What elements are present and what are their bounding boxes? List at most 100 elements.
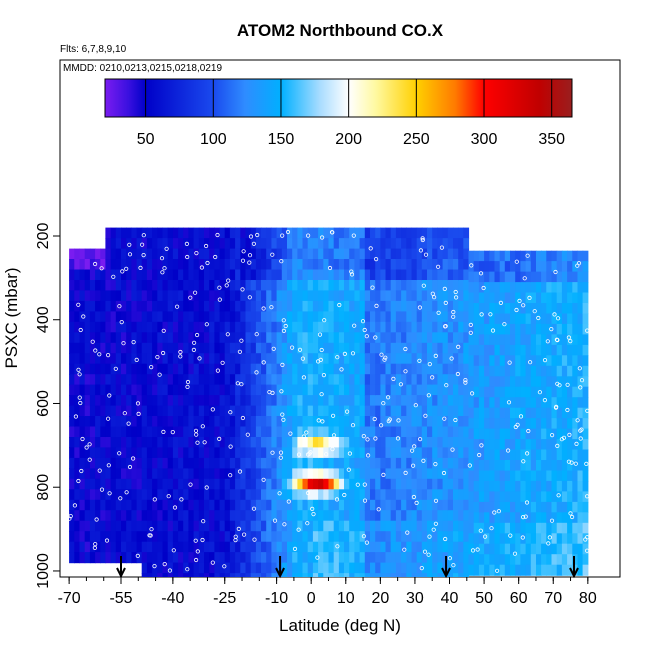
heatmap-cell-2640 (478, 271, 485, 283)
heatmap-cell-1852 (354, 478, 361, 490)
heatmap-cell-2860 (515, 303, 521, 315)
heatmap-cell-486 (146, 416, 153, 428)
heatmap-cell-2405 (437, 573, 444, 577)
heatmap-cell-2214 (411, 353, 418, 365)
heatmap-cell-2371 (432, 573, 438, 577)
heatmap-cell-39 (74, 342, 81, 354)
heatmap-cell-1475 (297, 447, 304, 459)
heatmap-cell-2032 (385, 227, 392, 239)
sample-point-258 (124, 490, 129, 495)
heatmap-cell-1525 (307, 259, 314, 271)
heatmap-cell-1921 (364, 489, 371, 501)
heatmap-cell-1563 (312, 300, 319, 312)
heatmap-cell-2166 (401, 562, 407, 574)
heatmap-cell-3071 (546, 564, 553, 576)
heatmap-cell-507 (152, 280, 158, 292)
heatmap-cell-1008 (224, 541, 231, 553)
heatmap-cell-2356 (432, 416, 438, 428)
heatmap-cell-1562 (312, 290, 319, 302)
heatmap-cell-2540 (458, 562, 464, 574)
heatmap-cell-1660 (328, 248, 335, 260)
heatmap-cell-1683 (328, 489, 335, 501)
heatmap-cell-688 (178, 395, 184, 407)
heatmap-cell-1321 (276, 259, 283, 271)
heatmap-cell-1928 (364, 562, 371, 574)
heatmap-cell-3023 (541, 386, 547, 398)
heatmap-cell-197 (100, 426, 107, 438)
heatmap-cell-374 (131, 269, 138, 281)
heatmap-cell-3036 (541, 522, 547, 534)
sample-point-409 (149, 364, 154, 370)
heatmap-cell-343 (126, 280, 132, 292)
sample-point-9 (410, 463, 416, 468)
heatmap-cell-2036 (385, 269, 392, 281)
heatmap-cell-2121 (395, 447, 402, 459)
heatmap-cell-714 (183, 311, 189, 323)
heatmap-cell-549 (157, 363, 164, 375)
heatmap-cell-226 (105, 395, 112, 407)
sample-point-250 (479, 312, 484, 317)
heatmap-cell-2900 (520, 397, 527, 409)
sample-point-154 (281, 318, 286, 323)
heatmap-cell-2892 (520, 313, 527, 325)
heatmap-cell-1471 (297, 405, 304, 417)
sample-point-357 (113, 366, 118, 371)
heatmap-cell-72 (79, 374, 86, 386)
heatmap-cell-2762 (499, 250, 506, 262)
heatmap-cell-345 (126, 300, 132, 312)
heatmap-cell-225 (105, 384, 112, 396)
heatmap-cell-198 (100, 437, 107, 449)
heatmap-cell-3173 (567, 334, 573, 346)
heatmap-cell-1404 (287, 416, 293, 428)
heatmap-cell-1972 (375, 311, 381, 323)
heatmap-cell-168 (95, 437, 101, 449)
heatmap-cell-1953 (370, 468, 376, 480)
heatmap-cell-2129 (395, 531, 402, 543)
heatmap-cell-885 (209, 321, 215, 333)
heatmap-cell-2878 (515, 491, 521, 503)
heatmap-cell-1966 (375, 248, 381, 260)
heatmap-cell-2981 (536, 271, 542, 283)
sample-point-161 (515, 422, 520, 427)
heatmap-cell-1307 (271, 468, 278, 480)
heatmap-cell-761 (188, 447, 195, 459)
heatmap-cell-1800 (349, 290, 355, 302)
heatmap-cell-2294 (421, 478, 428, 490)
heatmap-cell-1001 (224, 468, 231, 480)
heatmap-cell-942 (214, 562, 221, 574)
heatmap-cell-3105 (556, 271, 563, 283)
heatmap-cell-480 (146, 353, 153, 365)
heatmap-cell-2452 (447, 353, 454, 365)
heatmap-cell-1620 (318, 541, 324, 553)
heatmap-cell-2269 (416, 573, 423, 577)
heatmap-cell-2134 (401, 227, 407, 239)
sample-point-102 (349, 272, 355, 277)
heatmap-cell-2025 (380, 510, 387, 522)
heatmap-cell-2095 (390, 531, 397, 543)
heatmap-cell-795 (193, 447, 200, 459)
heatmap-cell-2727 (489, 533, 496, 545)
heatmap-cell-1436 (292, 395, 298, 407)
heatmap-cell-1842 (354, 374, 361, 386)
heatmap-cell-618 (167, 374, 174, 386)
heatmap-cell-598 (162, 520, 169, 532)
heatmap-cell-2307 (427, 259, 433, 271)
chart-title: ATOM2 Northbound CO.X (237, 21, 444, 40)
heatmap-cell-2303 (421, 573, 428, 577)
heatmap-cell-3176 (567, 365, 573, 377)
heatmap-cell-2377 (437, 280, 444, 292)
heatmap-cell-1004 (224, 499, 231, 511)
heatmap-cell-10 (69, 353, 75, 365)
heatmap-cell-1773 (344, 363, 350, 375)
heatmap-cell-2082 (390, 395, 397, 407)
heatmap-cell-227 (105, 405, 112, 417)
heatmap-cell-1567 (312, 342, 319, 354)
heatmap-cell-2246 (416, 332, 423, 344)
heatmap-cell-2832 (510, 334, 516, 346)
heatmap-cell-2496 (453, 457, 459, 469)
heatmap-cell-191 (100, 363, 107, 375)
heatmap-cell-808 (198, 227, 205, 239)
sample-point-175 (553, 405, 559, 410)
heatmap-cell-2835 (510, 365, 516, 377)
heatmap-cell-2850 (510, 522, 516, 534)
